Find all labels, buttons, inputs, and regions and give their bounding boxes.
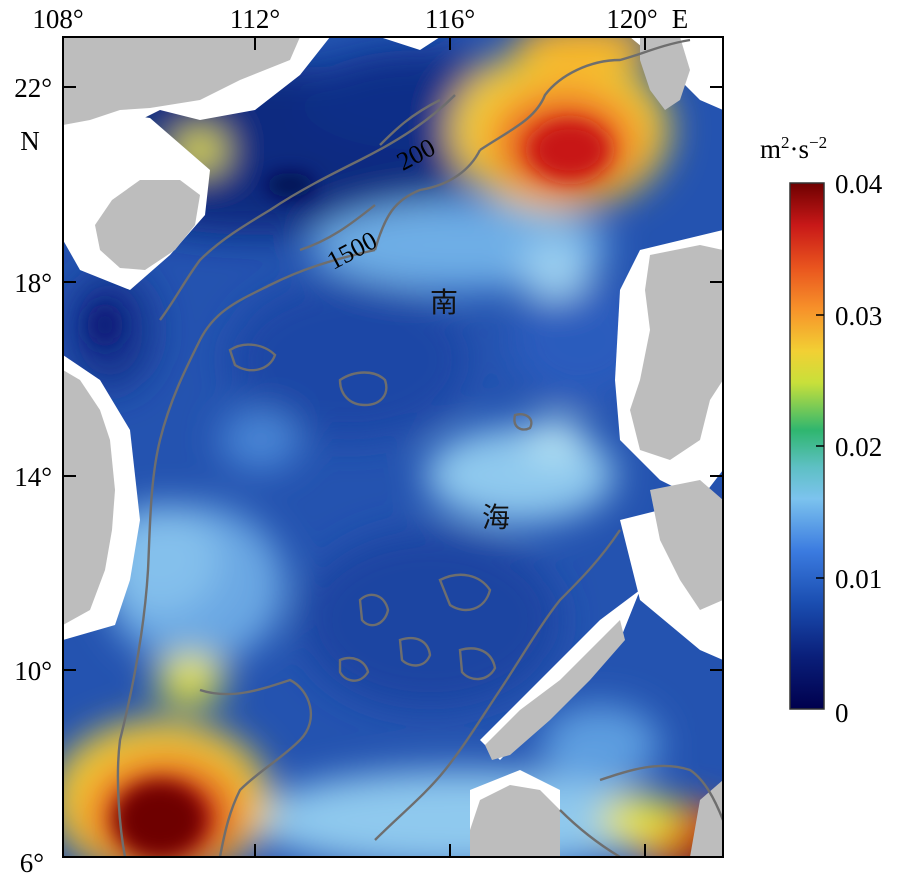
colorbar-tick-0-03: 0.03 bbox=[835, 301, 882, 331]
lat-label-14: 14° bbox=[14, 462, 52, 492]
eke-field bbox=[63, 37, 723, 857]
region-label-hai: 海 bbox=[482, 501, 510, 534]
colorbar: m2·s−2 0.04 0.03 0.02 0.01 0 bbox=[760, 133, 883, 728]
colorbar-tick-0: 0 bbox=[835, 698, 849, 728]
lat-suffix-n: N bbox=[20, 126, 40, 156]
lat-label-10: 10° bbox=[14, 656, 52, 686]
colorbar-tick-0-04: 0.04 bbox=[835, 169, 883, 199]
map-frame bbox=[62, 36, 724, 858]
lon-label-120: 120° bbox=[606, 4, 657, 34]
colorbar-unit: m2·s−2 bbox=[760, 133, 827, 164]
lon-label-108: 108° bbox=[32, 4, 83, 34]
lat-label-18: 18° bbox=[14, 268, 52, 298]
lat-label-6: 6° bbox=[20, 848, 44, 878]
colorbar-tick-0-02: 0.02 bbox=[835, 432, 882, 462]
tick-marks bbox=[63, 37, 723, 857]
region-label-nan: 南 bbox=[430, 286, 458, 319]
land-masses bbox=[63, 37, 723, 857]
isobath-contours bbox=[116, 38, 723, 857]
lat-label-22: 22° bbox=[14, 73, 52, 103]
lon-suffix-e: E bbox=[672, 4, 689, 34]
colorbar-tick-0-01: 0.01 bbox=[835, 564, 882, 594]
lon-label-116: 116° bbox=[425, 4, 475, 34]
lon-label-112: 112° bbox=[230, 4, 280, 34]
